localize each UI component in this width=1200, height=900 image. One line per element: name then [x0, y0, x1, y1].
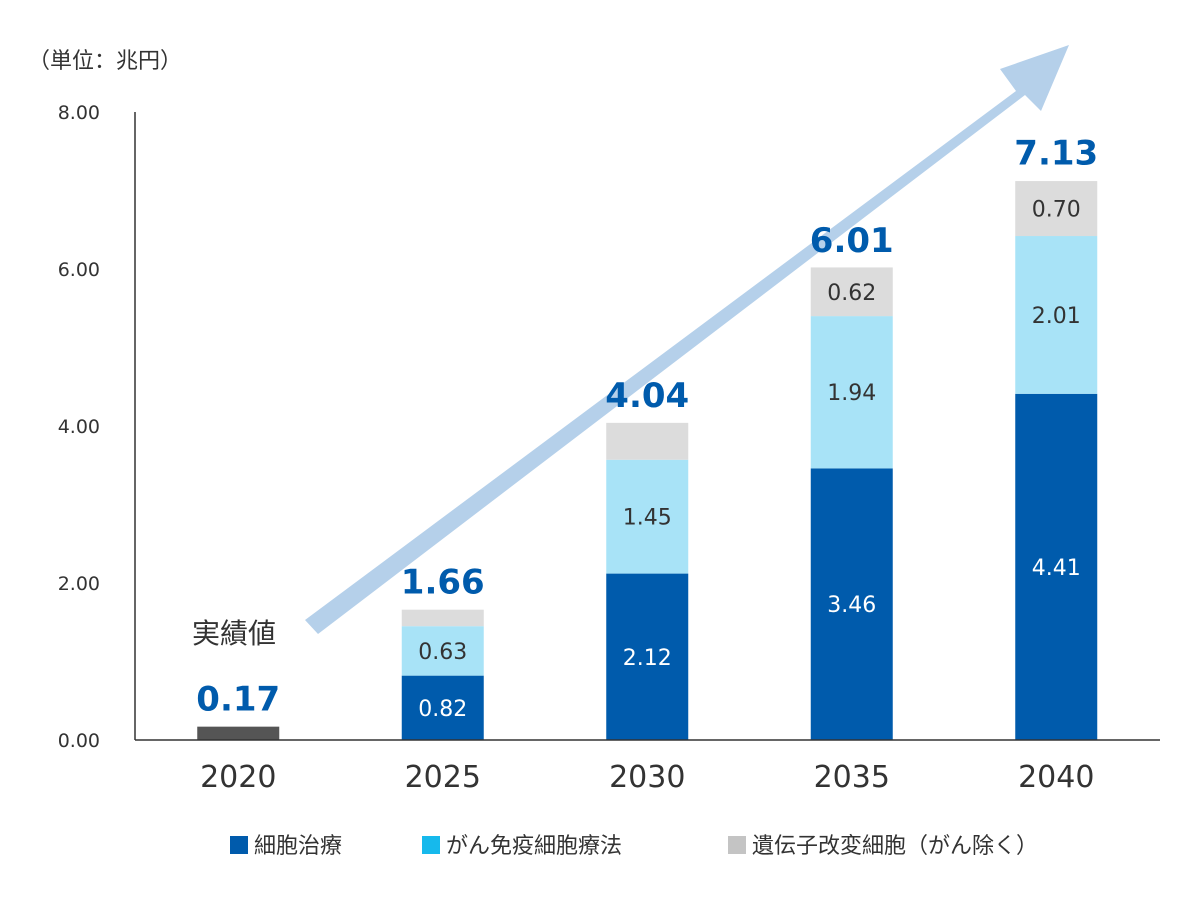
x-axis-ticks: 2020 2025 2030 2035 2040 — [200, 760, 1094, 795]
axes — [134, 112, 1160, 741]
legend-swatch — [422, 836, 440, 854]
legend: 細胞治療 がん免疫細胞療法 遺伝子改変細胞（がん除く） — [230, 834, 1038, 859]
bar-segment — [1015, 393, 1098, 740]
y-tick-label: 8.00 — [58, 102, 100, 124]
total-label: 0.17 — [196, 680, 280, 720]
total-label: 6.01 — [810, 221, 894, 261]
total-label: 7.13 — [1014, 133, 1098, 173]
x-tick-label: 2040 — [1018, 760, 1094, 795]
bar-segment — [606, 573, 689, 740]
x-tick-label: 2025 — [405, 760, 481, 795]
actual-note: 実績値 — [192, 617, 276, 650]
bar-group-2030: 2.12 1.45 4.04 — [605, 376, 689, 740]
segment-label: 0.63 — [418, 640, 467, 665]
segment-label: 1.45 — [623, 506, 672, 531]
legend-label: 遺伝子改変細胞（がん除く） — [752, 834, 1038, 859]
legend-item: 細胞治療 — [230, 834, 342, 859]
total-label: 4.04 — [605, 376, 689, 416]
segment-label: 0.70 — [1032, 198, 1081, 223]
legend-item: 遺伝子改変細胞（がん除く） — [728, 834, 1038, 859]
y-axis-ticks: 0.00 2.00 4.00 6.00 8.00 — [58, 102, 100, 752]
x-tick-label: 2020 — [200, 760, 276, 795]
segment-label: 2.12 — [623, 646, 672, 671]
bar-group-2035: 3.46 1.94 0.62 6.01 — [810, 221, 894, 740]
total-label: 1.66 — [401, 563, 485, 603]
bar-segment — [401, 675, 484, 740]
segment-label: 4.41 — [1032, 556, 1081, 581]
legend-label: 細胞治療 — [254, 834, 342, 859]
bar-segment — [1015, 181, 1098, 237]
y-tick-label: 2.00 — [58, 573, 100, 595]
legend-swatch — [728, 836, 746, 854]
trend-arrow-shape — [305, 45, 1069, 634]
legend-label: がん免疫細胞療法 — [446, 834, 622, 859]
bar-group-2020: 実績値 0.17 — [192, 617, 280, 740]
bar-segment — [401, 609, 484, 627]
bar-segment — [606, 459, 689, 574]
bar-segment — [1015, 236, 1098, 394]
segment-label: 1.94 — [827, 381, 876, 406]
segment-label: 0.82 — [418, 697, 467, 722]
segment-label: 2.01 — [1032, 304, 1081, 329]
bar-group-2025: 0.82 0.63 1.66 — [401, 563, 485, 740]
segment-label: 3.46 — [827, 593, 876, 618]
bar-segment — [810, 267, 893, 317]
x-tick-label: 2030 — [609, 760, 685, 795]
legend-item: がん免疫細胞療法 — [422, 834, 622, 859]
trend-arrow — [305, 45, 1069, 634]
y-tick-label: 0.00 — [58, 730, 100, 752]
bar-segment — [810, 316, 893, 469]
y-tick-label: 6.00 — [58, 259, 100, 281]
bar-segment — [606, 422, 689, 460]
unit-label: （単位：兆円） — [28, 49, 182, 74]
bar-segment — [401, 626, 484, 676]
y-tick-label: 4.00 — [58, 416, 100, 438]
segment-label: 0.62 — [827, 281, 876, 306]
legend-swatch — [230, 836, 248, 854]
bar-group-2040: 4.41 2.01 0.70 7.13 — [1014, 133, 1098, 740]
bars: 実績値 0.17 0.82 0.63 1.66 2.12 1.45 4.04 3.46 1.94 0… — [192, 133, 1098, 740]
bar-actual — [197, 726, 280, 740]
x-tick-label: 2035 — [814, 760, 890, 795]
bar-segment — [810, 468, 893, 740]
